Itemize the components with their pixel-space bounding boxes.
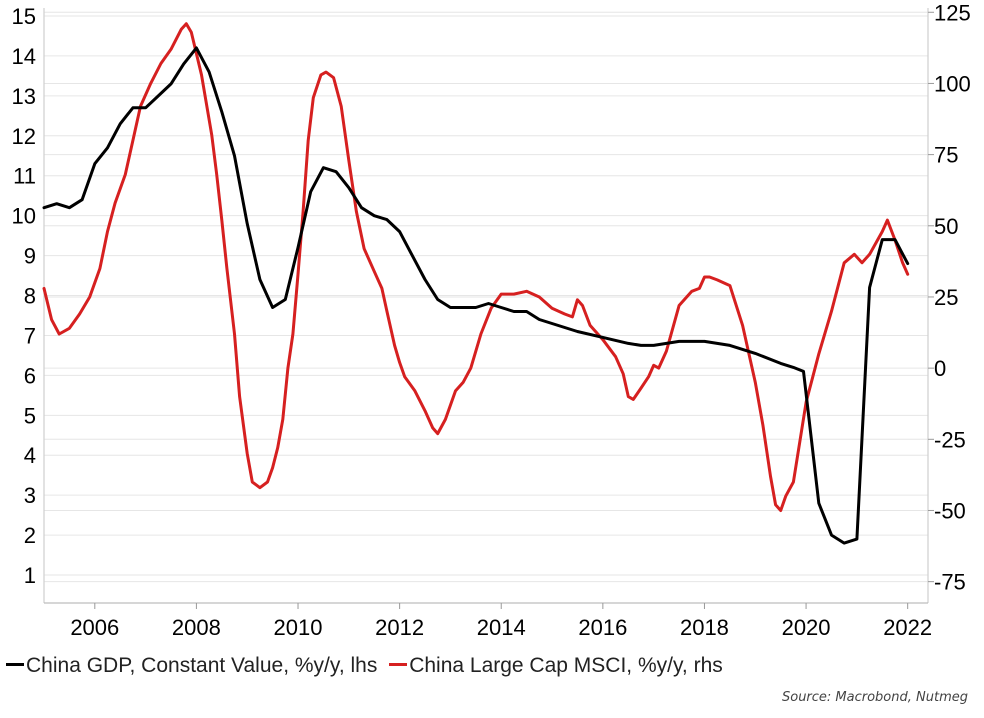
x-tick-label: 2012 <box>375 615 424 640</box>
legend-label-msci: China Large Cap MSCI, %y/y, rhs <box>409 654 723 677</box>
right-tick-label: -75 <box>934 570 966 595</box>
right-tick-label: 100 <box>934 71 971 96</box>
series-line-msci <box>42 22 910 512</box>
right-tick-label: -50 <box>934 498 966 523</box>
x-tick-label: 2006 <box>70 615 119 640</box>
right-tick-label: 25 <box>934 285 958 310</box>
right-tick-label: 75 <box>934 143 958 168</box>
left-tick-label: 4 <box>24 443 36 468</box>
left-tick-label: 7 <box>24 323 36 348</box>
right-axis-ticks: 125 100 75 50 25 0 -25 -50 -75 <box>928 0 971 595</box>
legend-item-gdp: China GDP, Constant Value, %y/y, lhs <box>6 654 383 677</box>
left-tick-label: 10 <box>12 204 36 229</box>
legend-swatch-msci <box>389 662 408 666</box>
left-tick-label: 2 <box>24 523 36 548</box>
left-tick-label: 3 <box>24 483 36 508</box>
right-tick-label: 125 <box>934 0 971 25</box>
right-tick-label: -25 <box>934 427 966 452</box>
legend-label-gdp: China GDP, Constant Value, %y/y, lhs <box>26 654 378 677</box>
left-tick-label: 14 <box>12 44 36 69</box>
series-line-gdp <box>42 46 910 545</box>
left-tick-label: 13 <box>12 84 36 109</box>
right-tick-label: 0 <box>934 356 946 381</box>
left-tick-label: 15 <box>12 4 36 29</box>
x-tick-label: 2018 <box>680 615 729 640</box>
axes <box>43 8 929 604</box>
legend-item-msci: China Large Cap MSCI, %y/y, rhs <box>389 654 723 677</box>
left-tick-label: 11 <box>13 164 36 189</box>
left-tick-label: 9 <box>24 244 36 269</box>
x-tick-label: 2010 <box>274 615 323 640</box>
x-tick-label: 2020 <box>782 615 831 640</box>
x-tick-label: 2022 <box>883 615 932 640</box>
x-tick-label: 2016 <box>578 615 627 640</box>
left-tick-label: 1 <box>24 563 36 588</box>
left-tick-label: 6 <box>24 363 36 388</box>
source-note: Source: Macrobond, Nutmeg <box>781 690 968 705</box>
gridlines <box>44 11 928 583</box>
left-tick-label: 12 <box>12 124 36 149</box>
legend: China GDP, Constant Value, %y/y, lhs Chi… <box>6 654 729 678</box>
series-lines <box>42 22 910 545</box>
x-tick-label: 2008 <box>172 615 221 640</box>
x-axis-ticks: 2006 2008 2010 2012 2014 2016 2018 2020 2022 <box>70 603 932 640</box>
legend-swatch-gdp <box>6 662 24 666</box>
left-tick-label: 8 <box>24 284 36 309</box>
right-tick-label: 50 <box>934 214 958 239</box>
left-tick-label: 5 <box>24 403 36 428</box>
x-tick-label: 2014 <box>477 615 526 640</box>
